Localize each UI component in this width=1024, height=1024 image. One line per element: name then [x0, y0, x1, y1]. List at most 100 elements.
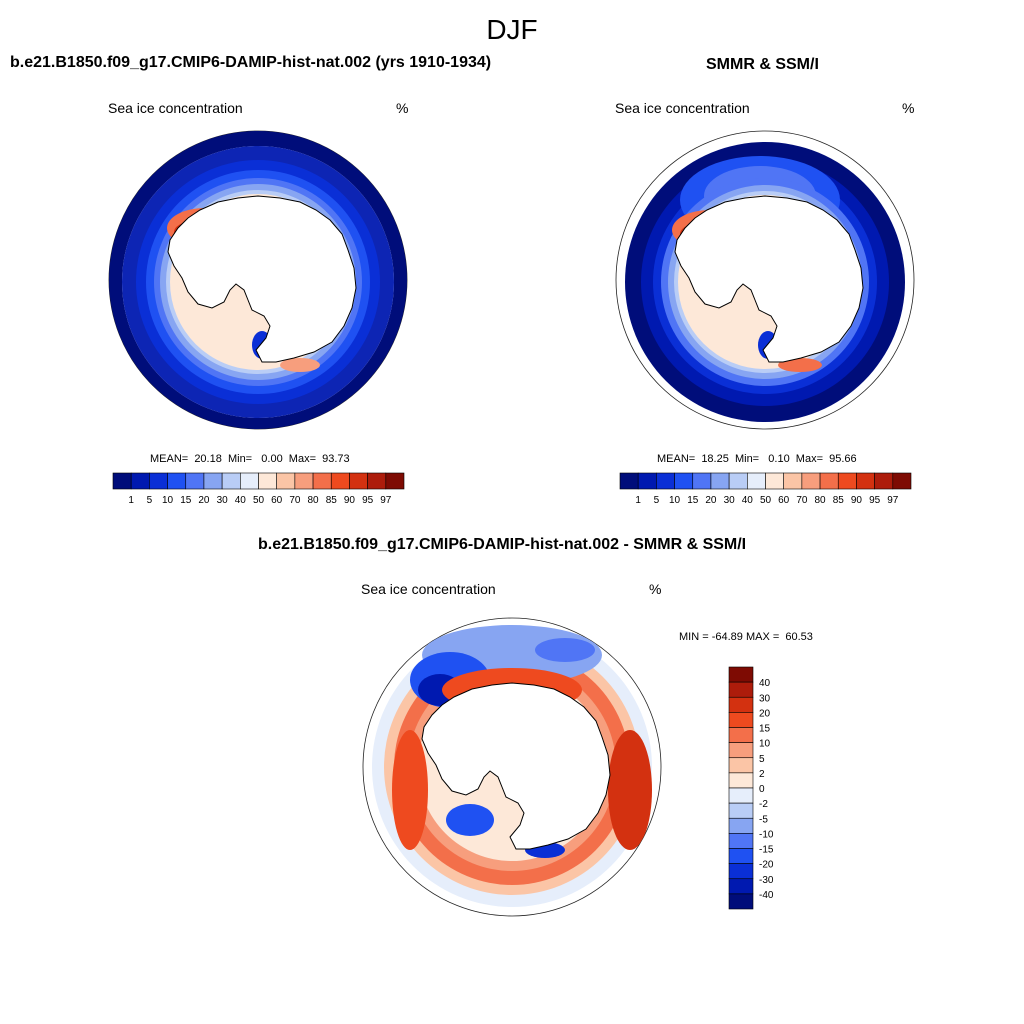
panel-1-colorbar-tick-label: 15 [180, 495, 192, 506]
panel-2-colorbar-swatch [619, 472, 639, 490]
panel-3-colorbar-swatch [728, 666, 754, 683]
panel-2-map [615, 130, 915, 430]
panel-3-colorbar-swatch [728, 787, 754, 804]
panel-2-colorbar-swatch [728, 472, 748, 490]
panel-3-colorbar-swatch [728, 696, 754, 713]
panel-2-colorbar-swatch [765, 472, 784, 490]
panel-2-colorbar-tick-label: 10 [669, 495, 681, 506]
panel-1-colorbar-swatch [312, 472, 332, 490]
panel-1-map [108, 130, 408, 430]
panel-1-colorbar-swatch [385, 472, 405, 490]
panel-2-colorbar-tick-label: 30 [724, 495, 736, 506]
panel-3-stats: MIN = -64.89 MAX = 60.53 [679, 631, 813, 643]
panel-2-colorbar-tick-label: 70 [796, 495, 808, 506]
panel-2-variable-label: Sea ice concentration [615, 100, 750, 116]
panel-3-colorbar-tick-label: -2 [759, 799, 768, 810]
panel-3-colorbar-swatch [728, 802, 754, 819]
panel-2-colorbar-swatch [783, 472, 803, 490]
panel-1-colorbar-swatch [276, 472, 296, 490]
panel-2-colorbar-swatch [892, 472, 912, 490]
panel-1-colorbar-tick-label: 60 [271, 495, 283, 506]
panel-1-colorbar-swatch [185, 472, 205, 490]
panel-3-colorbar-tick-label: -15 [759, 845, 774, 856]
panel-3-colorbar-tick-label: 30 [759, 693, 771, 704]
panel-1-colorbar-tick-label: 10 [162, 495, 174, 506]
panel-2-colorbar-tick-label: 90 [851, 495, 863, 506]
panel-2-colorbar-tick-label: 97 [887, 495, 899, 506]
panel-3-colorbar-swatch [728, 681, 754, 698]
panel-3-colorbar-swatch [728, 742, 754, 759]
panel-2-colorbar-swatch [747, 472, 766, 490]
panel-1-colorbar-tick-label: 80 [308, 495, 320, 506]
panel-3-colorbar-tick-label: 20 [759, 708, 771, 719]
panel-1-colorbar-tick-label: 50 [253, 495, 265, 506]
panel-3-title: b.e21.B1850.f09_g17.CMIP6-DAMIP-hist-nat… [258, 536, 747, 553]
figure-title: DJF [486, 14, 538, 45]
panel-3-colorbar-tick-label: -20 [759, 860, 774, 871]
panel-3-colorbar-swatch [728, 878, 754, 895]
panel-2-colorbar-tick-label: 20 [705, 495, 717, 506]
panel-1-variable-label: Sea ice concentration [108, 100, 243, 116]
panel-3-colorbar-tick-label: -10 [759, 829, 774, 840]
panel-2-stats: MEAN= 18.25 Min= 0.10 Max= 95.66 [657, 453, 857, 465]
panel-1-colorbar-swatch [112, 472, 132, 490]
panel-3-colorbar-swatch [728, 848, 754, 864]
panel-3-colorbar-tick-label: 15 [759, 724, 771, 735]
panel-3-colorbar-tick-label: 5 [759, 754, 765, 765]
panel-3-colorbar-tick-label: 0 [759, 784, 765, 795]
panel-3-colorbar-tick-label: -40 [759, 890, 774, 901]
panel-3-colorbar-swatch [728, 863, 754, 880]
panel-3-colorbar-swatch [728, 772, 754, 789]
panel-1-colorbar-tick-label: 70 [289, 495, 301, 506]
panel-1-colorbar-swatch [349, 472, 368, 490]
panel-3-colorbar-tick-label: -5 [759, 814, 768, 825]
panel-3-variable-label: Sea ice concentration [361, 581, 496, 597]
panel-1-colorbar-swatch [221, 472, 241, 490]
panel-2-units-label: % [902, 100, 915, 116]
panel-2-colorbar-tick-label: 15 [687, 495, 699, 506]
panel-3-colorbar-swatch [728, 833, 754, 849]
panel-1-stats: MEAN= 20.18 Min= 0.00 Max= 93.73 [150, 453, 350, 465]
panel-2-colorbar-swatch [637, 472, 657, 490]
panel-2-colorbar-tick-label: 5 [654, 495, 660, 506]
panel-1-colorbar-tick-label: 95 [362, 495, 374, 506]
panel-1-colorbar-tick-label: 85 [326, 495, 338, 506]
panel-3-colorbar-tick-label: -30 [759, 875, 774, 886]
panel-1-colorbar-tick-label: 30 [217, 495, 229, 506]
panel-2-colorbar-tick-label: 80 [815, 495, 827, 506]
panel-1-colorbar-swatch [167, 472, 187, 490]
panel-3-colorbar-swatch [728, 757, 754, 774]
panel-1-colorbar: 1 5 10 15 20 30 40 50 60 70 80 85 90 95 97 [112, 472, 405, 506]
panel-1-units-label: % [396, 100, 409, 116]
panel-1-colorbar-swatch [130, 472, 150, 490]
panel-3-colorbar-tick-label: 2 [759, 769, 765, 780]
panel-2-colorbar-swatch [801, 472, 821, 490]
panel-1-colorbar-swatch [149, 472, 168, 490]
panel-2-colorbar-swatch [874, 472, 894, 490]
panel-2-title: SMMR & SSM/I [706, 56, 819, 73]
panel-2-colorbar-tick-label: 40 [742, 495, 754, 506]
panel-3-colorbar-swatch [728, 712, 754, 728]
panel-1-colorbar-tick-label: 20 [198, 495, 210, 506]
panel-1-colorbar-tick-label: 90 [344, 495, 356, 506]
panel-1-colorbar-tick-label: 1 [128, 495, 134, 506]
panel-1-colorbar-swatch [258, 472, 277, 490]
panel-1-colorbar-swatch [203, 472, 223, 490]
panel-3-colorbar-tick-label: 40 [759, 678, 771, 689]
panel-1-title: b.e21.B1850.f09_g17.CMIP6-DAMIP-hist-nat… [10, 54, 492, 71]
panel-2-colorbar-swatch [856, 472, 875, 490]
panel-2-colorbar-swatch [819, 472, 839, 490]
panel-2-colorbar-tick-label: 60 [778, 495, 790, 506]
panel-3-colorbar-swatch [728, 727, 754, 743]
panel-2-colorbar-swatch [656, 472, 675, 490]
panel-1-colorbar-swatch [240, 472, 259, 490]
panel-2-colorbar-swatch [692, 472, 712, 490]
panel-2-colorbar-swatch [837, 472, 857, 490]
panel-1-colorbar-tick-label: 5 [147, 495, 153, 506]
panel-2-colorbar-tick-label: 1 [635, 495, 641, 506]
panel-2-colorbar-tick-label: 95 [869, 495, 881, 506]
panel-2-colorbar-tick-label: 50 [760, 495, 772, 506]
panel-1-colorbar-tick-label: 97 [380, 495, 392, 506]
